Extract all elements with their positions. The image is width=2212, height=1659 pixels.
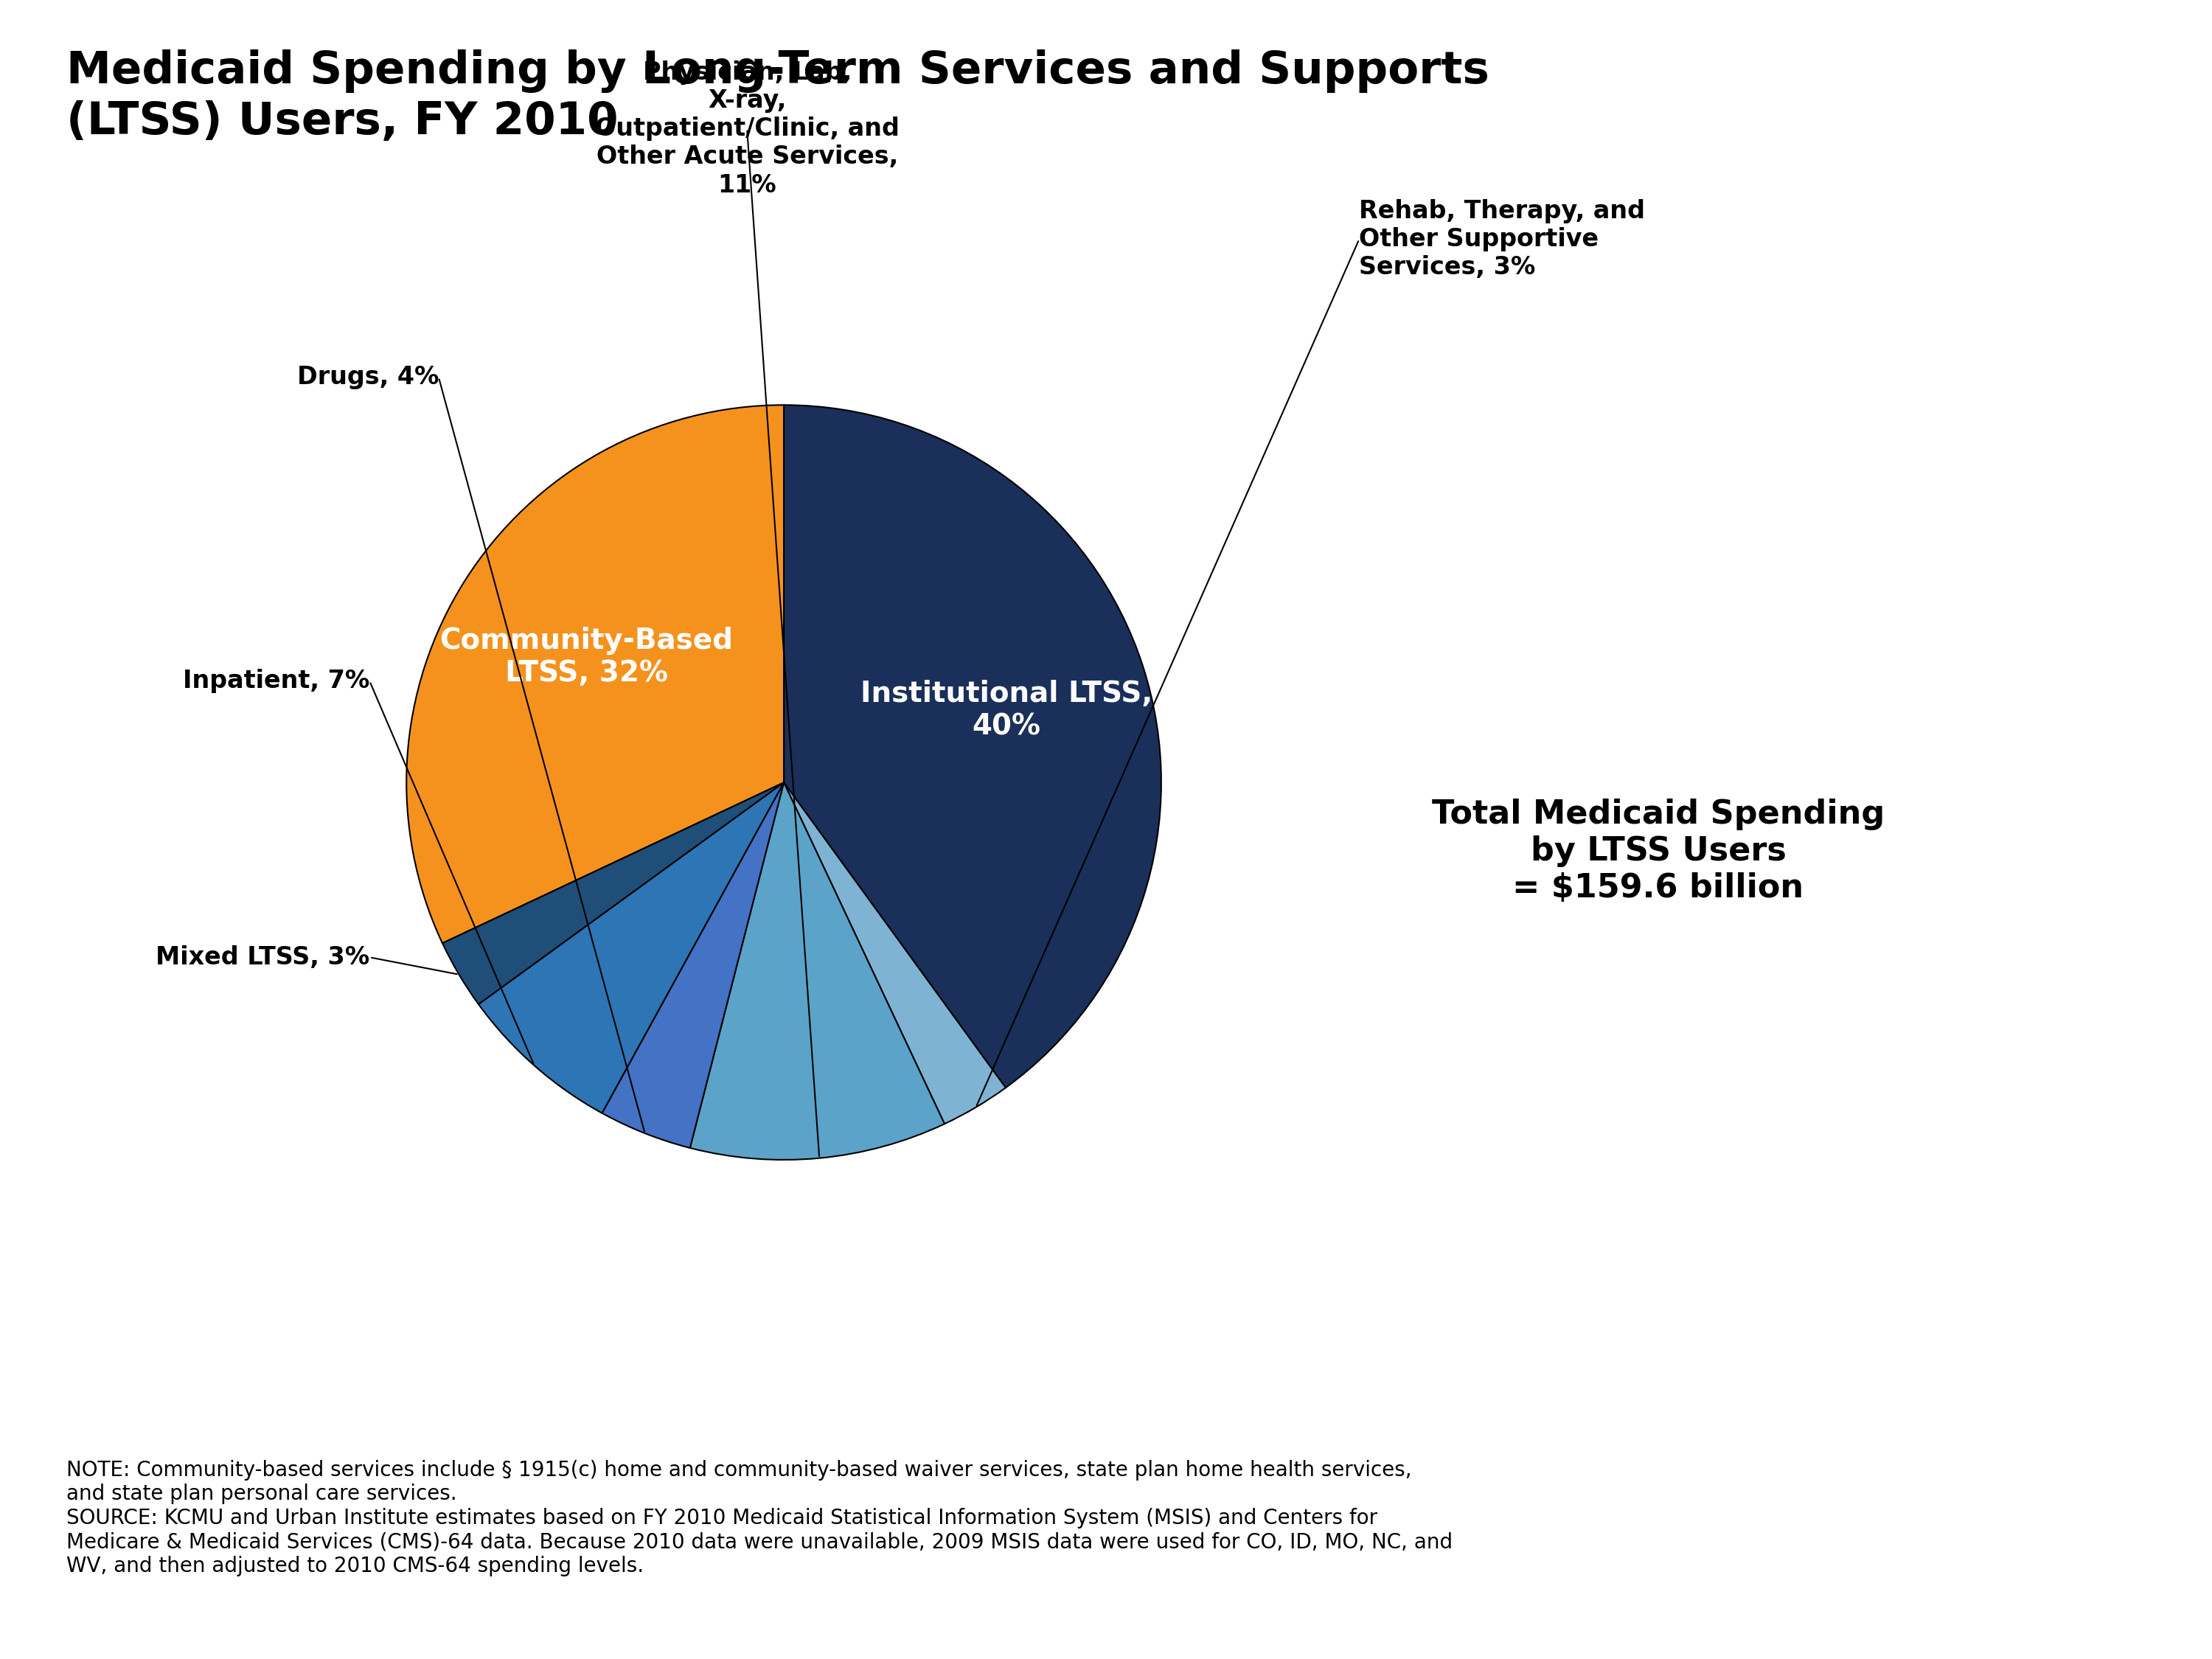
Wedge shape [407,405,783,942]
Text: THE HENRY J.
KAISER FAMILY
FOUNDATION: THE HENRY J. KAISER FAMILY FOUNDATION [2008,1533,2117,1576]
Text: Physician, Lab,
X-ray,
Outpatient/Clinic, and
Other Acute Services,
11%: Physician, Lab, X-ray, Outpatient/Clinic… [595,60,900,197]
Text: Community-Based
LTSS, 32%: Community-Based LTSS, 32% [440,627,732,687]
Text: Total Medicaid Spending
by LTSS Users
= $159.6 billion: Total Medicaid Spending by LTSS Users = … [1431,800,1885,904]
Text: Medicaid Spending by Long-Term Services and Supports
(LTSS) Users, FY 2010: Medicaid Spending by Long-Term Services … [66,50,1489,144]
Text: Mixed LTSS, 3%: Mixed LTSS, 3% [155,946,369,969]
Wedge shape [690,783,945,1160]
Wedge shape [442,783,783,1004]
Wedge shape [783,783,1006,1123]
Text: Inpatient, 7%: Inpatient, 7% [184,669,369,693]
Text: Institutional LTSS,
40%: Institutional LTSS, 40% [860,680,1152,740]
Text: Rehab, Therapy, and
Other Supportive
Services, 3%: Rehab, Therapy, and Other Supportive Ser… [1358,199,1646,280]
Wedge shape [478,783,783,1113]
Wedge shape [602,783,783,1148]
Text: NOTE: Community-based services include § 1915(c) home and community-based waiver: NOTE: Community-based services include §… [66,1460,1453,1576]
Text: Drugs, 4%: Drugs, 4% [296,365,438,390]
Wedge shape [783,405,1161,1088]
